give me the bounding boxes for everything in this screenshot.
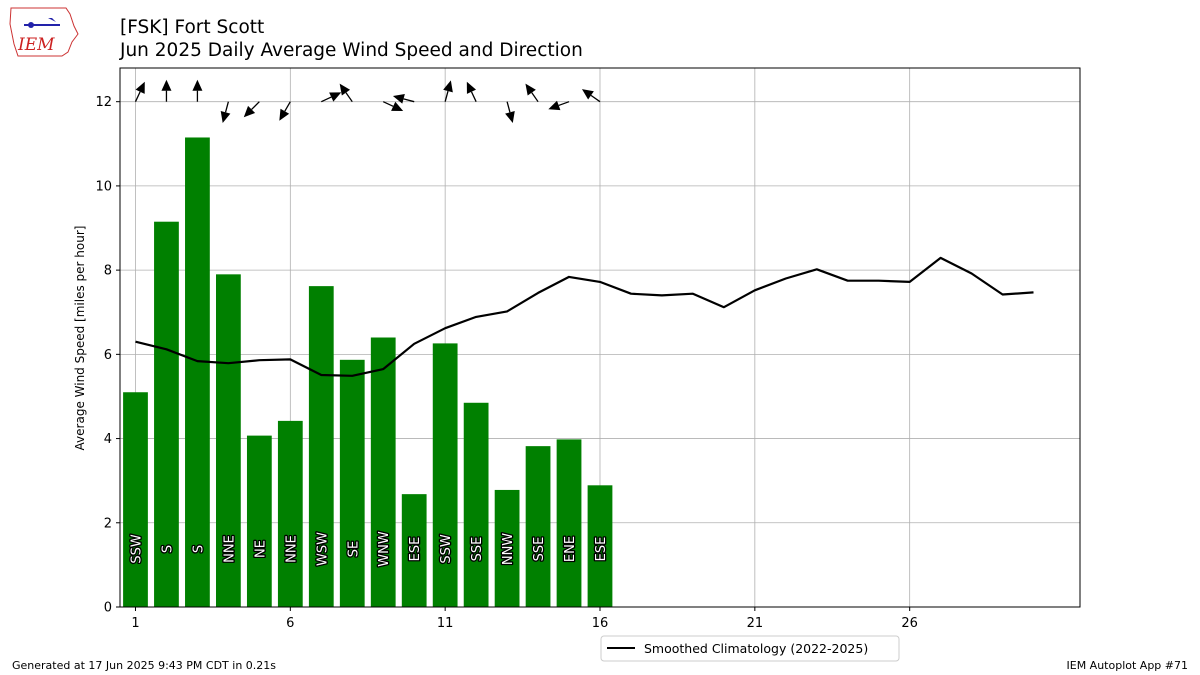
direction-label: ENE: [563, 536, 578, 562]
climatology-line: [135, 256, 1034, 377]
direction-label: ESE: [594, 537, 609, 562]
direction-arrow: [321, 92, 342, 103]
direction-label: WNW: [377, 531, 392, 567]
direction-label: S: [160, 545, 175, 553]
speed-bar: [370, 337, 396, 607]
direction-arrow: [243, 101, 260, 118]
climatology-line-group: [135, 256, 1034, 377]
x-tick-label: 16: [592, 616, 609, 631]
direction-arrow: [279, 101, 291, 121]
y-axis-ticks: 0 2 4 6 8 10 12: [95, 95, 120, 616]
speed-bar: [463, 402, 489, 607]
direction-arrow: [548, 100, 570, 111]
direction-label: NE: [253, 540, 268, 558]
y-axis-label: Average Wind Speed [miles per hour]: [73, 226, 87, 451]
chart-title-subtitle: Jun 2025 Daily Average Wind Speed and Di…: [120, 40, 583, 61]
speed-bar: [401, 494, 427, 607]
speed-bar: [432, 343, 458, 607]
direction-arrow: [392, 94, 415, 104]
direction-arrow: [220, 101, 231, 123]
direction-arrows: [134, 79, 601, 123]
speed-bars: [123, 137, 613, 607]
speed-bar: [216, 274, 241, 607]
direction-arrow: [339, 83, 353, 103]
speed-bar: [185, 137, 210, 607]
legend-label: Smoothed Climatology (2022-2025): [644, 641, 868, 656]
direction-label: SE: [346, 541, 361, 557]
speed-bar: [494, 489, 520, 607]
direction-labels: SSW S S NNE NE NNE WSW SE WNW ESE SSW SSE NNW SSE ENE E…: [128, 530, 610, 568]
speed-bar: [587, 485, 613, 607]
direction-label: SSE: [532, 537, 547, 562]
iowa-outline-icon: [9, 7, 79, 57]
speed-bar: [308, 286, 334, 607]
logo-text: IEM: [17, 35, 55, 55]
direction-arrow: [443, 80, 453, 102]
speed-bar: [556, 439, 582, 607]
legend: Smoothed Climatology (2022-2025): [600, 635, 900, 662]
footer-generated: Generated at 17 Jun 2025 9:43 PM CDT in …: [12, 659, 277, 672]
direction-arrow: [466, 81, 477, 102]
iem-logo: IEM: [9, 7, 79, 57]
legend-box: [600, 635, 900, 662]
direction-arrow: [581, 89, 601, 103]
direction-arrow: [505, 101, 515, 123]
direction-label: SSW: [129, 534, 144, 564]
direction-arrow: [161, 79, 172, 102]
direction-label: NNE: [284, 535, 299, 563]
speed-bar: [525, 446, 551, 607]
y-tick-label: 10: [95, 179, 112, 194]
speed-bar: [339, 359, 365, 607]
x-tick-label: 11: [437, 616, 454, 631]
direction-label: S: [191, 545, 206, 553]
direction-label: ESE: [408, 537, 423, 562]
speed-bar: [123, 392, 148, 607]
y-tick-label: 2: [104, 516, 112, 531]
x-tick-label: 26: [901, 616, 918, 631]
direction-label: WSW: [315, 532, 330, 566]
direction-label: SSE: [470, 537, 485, 562]
y-tick-label: 12: [95, 95, 112, 110]
y-tick-label: 8: [104, 264, 112, 279]
x-tick-label: 21: [747, 616, 764, 631]
direction-arrow: [134, 81, 145, 102]
chart-title-station: [FSK] Fort Scott: [120, 17, 265, 38]
direction-label: NNW: [501, 533, 516, 565]
y-tick-label: 6: [104, 348, 112, 363]
direction-label: SSW: [439, 534, 454, 564]
x-axis-ticks: 1 6 11 16 21 26: [131, 607, 918, 631]
footer-app: IEM Autoplot App #71: [1066, 659, 1189, 672]
y-tick-label: 0: [104, 601, 112, 616]
x-tick-label: 6: [286, 616, 294, 631]
y-tick-label: 4: [104, 432, 112, 447]
direction-label: NNE: [222, 535, 237, 563]
direction-arrow: [525, 83, 539, 103]
x-tick-label: 1: [131, 616, 139, 631]
speed-bar: [246, 435, 272, 607]
direction-arrow: [192, 79, 203, 102]
direction-arrow: [382, 101, 404, 111]
speed-bar: [277, 420, 303, 607]
speed-bar: [154, 221, 179, 607]
